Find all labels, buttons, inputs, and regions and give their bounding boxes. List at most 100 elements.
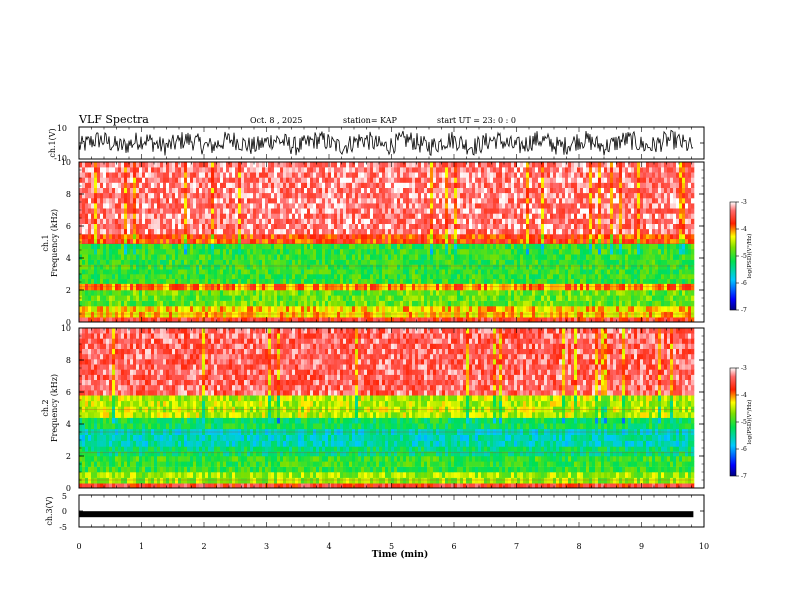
spectrogram-cell — [250, 177, 254, 183]
spectrogram-cell — [268, 254, 272, 260]
spectrogram-cell — [313, 317, 317, 323]
spectrogram-cell — [544, 177, 548, 183]
spectrogram-cell — [412, 198, 416, 204]
spectrogram-cell — [538, 243, 542, 250]
spectrogram-cell — [454, 264, 458, 270]
spectrogram-cell — [226, 198, 230, 204]
spectrogram-cell — [304, 248, 308, 255]
spectrogram-cell — [211, 177, 215, 183]
spectrogram-cell — [88, 290, 92, 296]
spectrogram-cell — [361, 259, 365, 265]
spectrogram-cell — [454, 290, 458, 296]
spectrogram-cell — [205, 264, 209, 270]
spectrogram-cell — [178, 311, 182, 318]
spectrogram-cell — [439, 259, 443, 265]
spectrogram-cell — [322, 274, 326, 280]
spectrogram-cell — [169, 208, 173, 214]
spectrogram-cell — [460, 243, 464, 250]
spectrogram-cell — [313, 248, 317, 255]
spectrogram-cell — [277, 311, 281, 318]
spectrogram-cell — [472, 300, 476, 307]
spectrogram-cell — [415, 274, 419, 280]
spectrogram-cell — [223, 162, 227, 168]
spectrogram-cell — [361, 203, 365, 209]
spectrogram-cell — [409, 269, 413, 275]
spectrogram-cell — [505, 208, 509, 214]
spectrogram-cell — [463, 182, 467, 188]
spectrogram-cell — [403, 243, 407, 250]
spectrogram-cell — [490, 300, 494, 307]
spectrogram-cell — [547, 238, 551, 244]
spectrogram-cell — [100, 243, 104, 250]
spectrogram-cell — [283, 223, 287, 230]
spectrogram-cell — [250, 306, 254, 312]
spectrogram-cell — [352, 254, 356, 260]
spectrogram-cell — [184, 290, 188, 296]
spectrogram-cell — [304, 269, 308, 275]
spectrogram-cell — [358, 223, 362, 230]
spectrogram-cell — [223, 243, 227, 250]
spectrogram-cell — [271, 274, 275, 280]
spectrogram-cell — [466, 177, 470, 183]
spectrogram-cell — [166, 203, 170, 209]
spectrogram-cell — [445, 264, 449, 270]
spectrogram-cell — [220, 177, 224, 183]
spectrogram-cell — [205, 243, 209, 250]
spectrogram-cell — [502, 264, 506, 270]
spectrogram-cell — [379, 254, 383, 260]
spectrogram-cell — [190, 228, 194, 235]
spectrogram-cell — [454, 203, 458, 209]
spectrogram-cell — [367, 218, 371, 224]
spectrogram-cell — [97, 172, 101, 178]
spectrogram-cell — [310, 208, 314, 214]
spectrogram-cell — [100, 182, 104, 188]
spectrogram-cell — [481, 290, 485, 296]
spectrogram-cell — [316, 182, 320, 188]
spectrogram-cell — [307, 264, 311, 270]
spectrogram-cell — [232, 259, 236, 265]
spectrogram-cell — [331, 259, 335, 265]
spectrogram-cell — [214, 243, 218, 250]
spectrogram-cell — [379, 311, 383, 318]
spectrogram-cell — [511, 182, 515, 188]
spectrogram-cell — [250, 278, 254, 284]
spectrogram-cell — [484, 259, 488, 265]
spectrogram-cell — [331, 311, 335, 318]
spectrogram-cell — [100, 278, 104, 284]
spectrogram-cell — [391, 248, 395, 255]
spectrogram-cell — [280, 274, 284, 280]
spectrogram-cell — [88, 269, 92, 275]
spectrogram-cell — [457, 295, 461, 301]
spectrogram-cell — [439, 243, 443, 250]
spectrogram-cell — [250, 238, 254, 244]
spectrogram-cell — [349, 311, 353, 318]
spectrogram-cell — [325, 228, 329, 235]
spectrogram-cell — [352, 259, 356, 265]
spectrogram-cell — [484, 234, 488, 240]
spectrogram-cell — [295, 208, 299, 214]
spectrogram-cell — [532, 182, 536, 188]
spectrogram-cell — [337, 317, 341, 323]
spectrogram-cell — [250, 198, 254, 204]
spectrogram-cell — [97, 177, 101, 183]
spectrogram-cell — [412, 243, 416, 250]
spectrogram-cell — [112, 259, 116, 265]
spectrogram-cell — [268, 269, 272, 275]
spectrogram-cell — [418, 218, 422, 224]
spectrogram-cell — [397, 218, 401, 224]
spectrogram-cell — [274, 274, 278, 280]
spectrogram-cell — [169, 203, 173, 209]
spectrogram-cell — [250, 290, 254, 296]
spectrogram-cell — [385, 192, 389, 199]
spectrogram-cell — [406, 234, 410, 240]
spectrogram-cell — [280, 234, 284, 240]
spectrogram-cell — [355, 177, 359, 183]
spectrogram-cell — [328, 290, 332, 296]
spectrogram-cell — [358, 306, 362, 312]
spectrogram-cell — [412, 172, 416, 178]
spectrogram-cell — [544, 254, 548, 260]
spectrogram-cell — [235, 198, 239, 204]
spectrogram-cell — [451, 264, 455, 270]
spectrogram-cell — [106, 228, 110, 235]
spectrogram-cell — [298, 254, 302, 260]
